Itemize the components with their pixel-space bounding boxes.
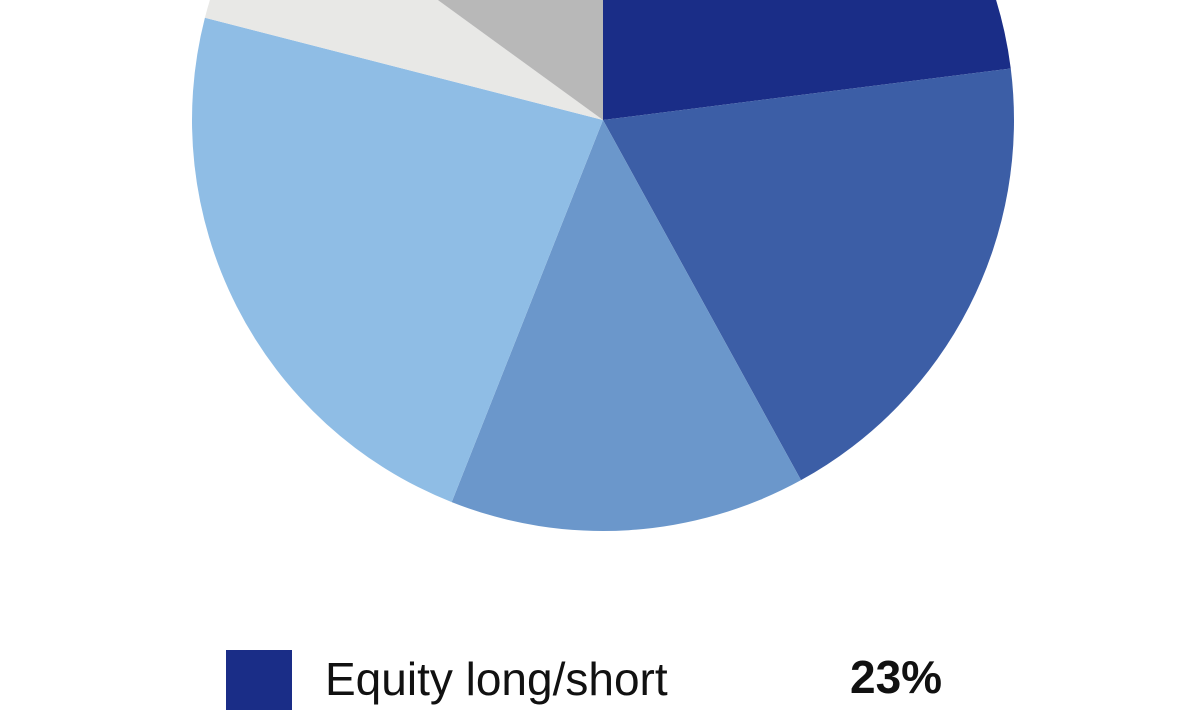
legend-swatch	[226, 650, 292, 710]
pie-slice-4	[204, 0, 603, 120]
legend-label: Equity long/short	[325, 653, 668, 705]
pie-slice-5	[437, 0, 603, 120]
pie-chart	[192, 0, 1014, 531]
pie-slice-1	[603, 68, 1014, 481]
pie-slice-0	[603, 0, 1011, 120]
legend-value: 23%	[850, 651, 943, 703]
pie-slice-3	[192, 17, 603, 503]
pie-slice-2	[451, 120, 802, 531]
